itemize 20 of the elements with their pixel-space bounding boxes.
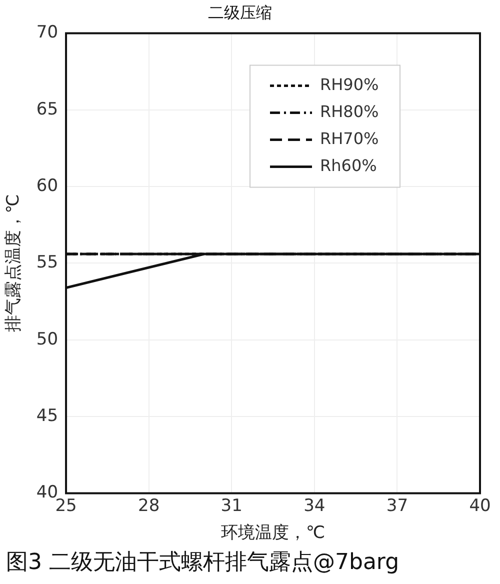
y-axis-title: 排气露点温度，℃ [4, 194, 24, 332]
x-tick-label: 37 [386, 496, 408, 516]
chart-title: 二级压缩 [208, 2, 272, 22]
x-tick-label: 28 [138, 496, 160, 516]
y-tick-label: 50 [36, 329, 58, 350]
x-tick-label: 31 [220, 496, 242, 516]
x-axis-title: 环境温度，℃ [220, 523, 326, 544]
legend-label: RH70% [320, 128, 379, 148]
y-tick-label: 70 [36, 22, 58, 43]
y-tick-label: 65 [36, 99, 58, 120]
caption: 图3 二级无油干式螺杆排气露点@7barg [6, 549, 400, 577]
legend-label: RH90% [320, 74, 379, 94]
x-tick-label: 25 [55, 496, 77, 516]
legend-label: Rh60% [320, 156, 377, 175]
y-tick-label: 60 [36, 176, 58, 196]
y-tick-label: 55 [36, 252, 58, 273]
y-tick-label: 45 [36, 406, 58, 426]
x-tick-label: 40 [469, 496, 491, 516]
x-tick-label: 34 [304, 496, 326, 516]
legend-label: RH80% [320, 102, 379, 121]
